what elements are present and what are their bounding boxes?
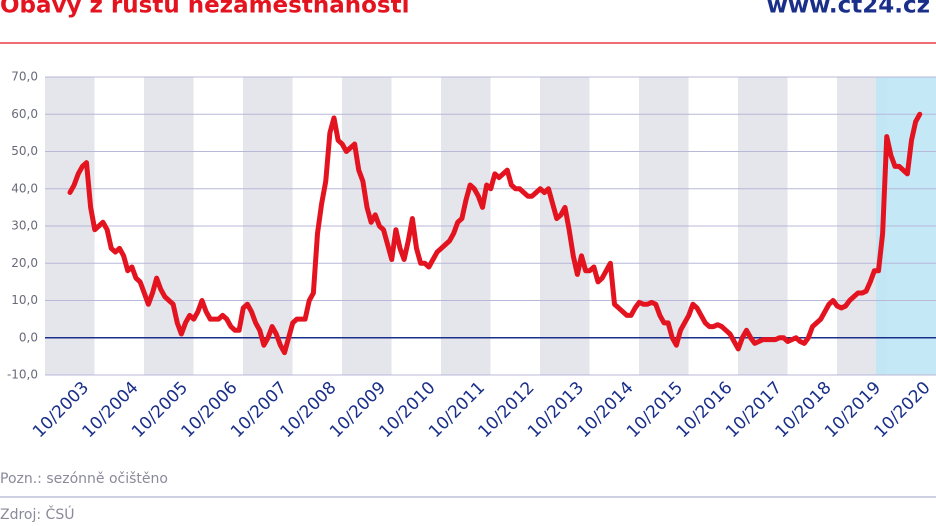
- brand: www.ct24.cz: [767, 0, 930, 19]
- y-tick-label: 0,0: [19, 330, 38, 344]
- y-tick-label: 10,0: [11, 293, 38, 307]
- chart-title: Obavy z růstu nezaměstnanosti: [0, 0, 409, 19]
- y-tick-label: 30,0: [11, 219, 38, 233]
- y-tick-label: -10,0: [7, 368, 38, 382]
- y-tick-label: 40,0: [11, 181, 38, 195]
- source: Zdroj: ČSÚ: [0, 505, 74, 523]
- y-tick-label: 60,0: [11, 107, 38, 121]
- data-line: [67, 111, 923, 356]
- note: Pozn.: sezónně očištěno: [0, 471, 168, 487]
- y-tick-label: 50,0: [11, 144, 38, 158]
- y-tick-label: 20,0: [11, 256, 38, 270]
- y-tick-label: 70,0: [11, 70, 38, 84]
